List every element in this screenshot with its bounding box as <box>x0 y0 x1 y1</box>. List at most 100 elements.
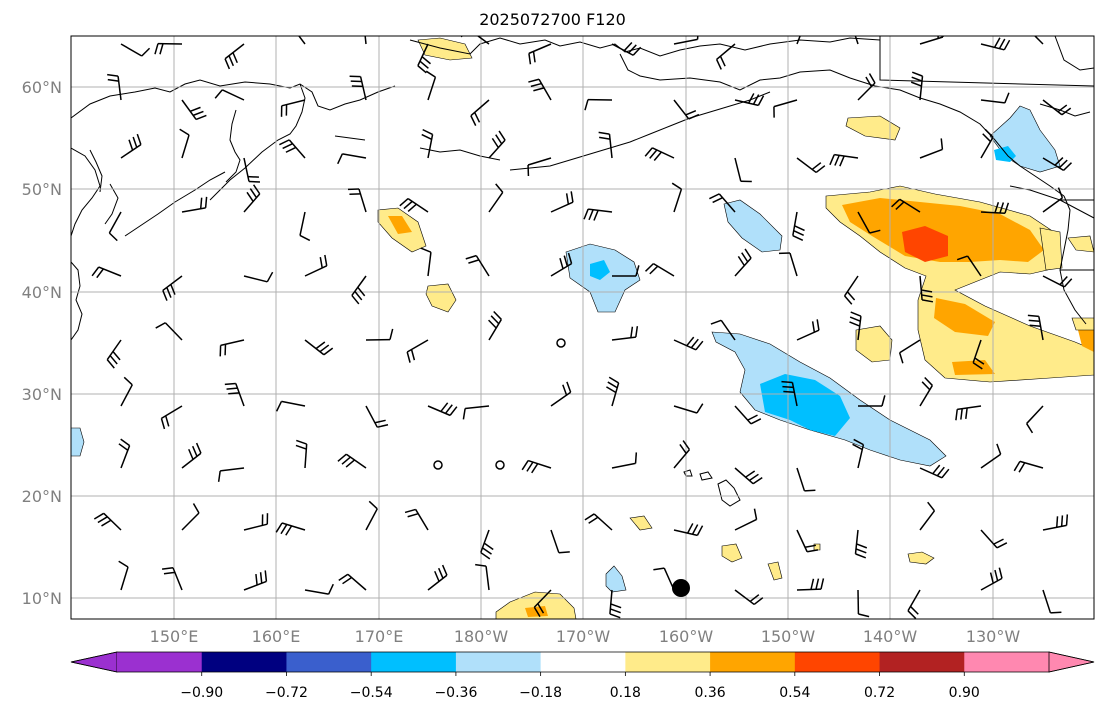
wind-barb <box>919 501 936 531</box>
wind-barb <box>1013 460 1044 473</box>
wind-barb <box>162 275 183 301</box>
wind-barb <box>214 89 245 101</box>
wind-barb <box>275 522 306 536</box>
wind-barb <box>365 405 389 428</box>
wind-barb <box>550 191 574 213</box>
wind-barb <box>304 583 334 595</box>
colorbar-segment <box>879 652 965 672</box>
lon-tick-label: 130°W <box>966 627 1021 646</box>
wind-barb <box>781 380 798 407</box>
wind-barb <box>528 78 552 101</box>
location-marker <box>672 579 690 597</box>
positive-anomaly-region <box>425 283 457 313</box>
coastlines <box>71 36 1094 507</box>
wind-barb <box>243 157 261 183</box>
wind-barb <box>91 266 122 279</box>
wind-barb <box>224 43 245 70</box>
positive-anomaly-region <box>388 216 412 234</box>
wind-barb <box>295 439 308 469</box>
wind-barb <box>907 589 921 619</box>
wind-barb <box>155 322 183 341</box>
wind-barb <box>734 93 765 107</box>
graticule <box>71 36 1094 619</box>
wind-barb <box>365 328 394 341</box>
wind-barb <box>891 198 921 213</box>
wind-barb <box>417 43 431 74</box>
lat-tick-label: 40°N <box>22 283 62 302</box>
wind-barb <box>304 254 328 277</box>
wind-barb <box>107 73 122 101</box>
wind-barb <box>1042 275 1073 288</box>
wind-barb <box>160 405 183 430</box>
positive-anomaly-region <box>1039 227 1063 271</box>
wind-barb <box>644 262 675 277</box>
wind-barb <box>243 184 261 213</box>
wind-barb <box>550 529 570 554</box>
colorbar <box>70 651 1095 673</box>
wind-barb <box>243 513 269 531</box>
wind-barb <box>488 310 503 341</box>
lon-tick-label: 150°E <box>150 627 199 646</box>
colorbar-outline <box>70 651 1095 673</box>
wind-barb <box>734 589 764 606</box>
wind-barb <box>154 42 183 55</box>
wind-barb <box>829 153 859 167</box>
colorbar-tick-label: −0.36 <box>434 685 477 701</box>
wind-barb <box>243 570 268 591</box>
wind-barb <box>120 376 133 407</box>
wind-barb <box>980 567 1003 591</box>
positive-anomaly-region <box>1067 235 1094 253</box>
wind-barb <box>584 98 613 111</box>
positive-anomaly-region <box>721 543 743 563</box>
wind-barb <box>673 403 704 414</box>
wind-barb <box>612 265 640 277</box>
calm-wind-circle <box>495 460 505 470</box>
wind-barb <box>919 138 944 159</box>
lon-tick-label: 180°W <box>454 627 509 646</box>
wind-barb <box>280 99 306 117</box>
wind-barb <box>710 319 736 341</box>
wind-barb <box>773 99 798 118</box>
wind-barb <box>304 339 334 356</box>
positive-anomaly-region <box>907 551 935 565</box>
wind-barb <box>598 131 613 159</box>
wind-barb <box>606 376 620 407</box>
wind-barb <box>673 523 704 537</box>
negative-anomaly-region <box>590 260 610 280</box>
colorbar-tick-label: −0.18 <box>519 685 562 701</box>
wind-barb <box>480 529 494 560</box>
wind-barb <box>351 275 367 305</box>
lon-tick-label: 150°W <box>761 627 816 646</box>
lon-tick-label: 160°W <box>659 627 714 646</box>
wind-barb <box>243 271 274 283</box>
lon-tick-label: 170°E <box>355 627 404 646</box>
wind-barb <box>337 153 367 165</box>
wind-barb <box>980 37 1011 51</box>
wind-barb <box>108 211 122 242</box>
lon-tick-label: 140°W <box>863 627 918 646</box>
wind-barb <box>347 188 367 213</box>
wind-barb <box>420 247 432 277</box>
wind-barb <box>275 400 306 412</box>
lat-tick-label: 20°N <box>22 487 62 506</box>
wind-barb <box>488 130 506 159</box>
wind-barb <box>118 560 129 591</box>
wind-barb <box>857 589 870 618</box>
wind-barb <box>849 311 862 341</box>
colorbar-labels: −0.90 −0.72 −0.54 −0.36 −0.18 0.18 0.36 0.54 0.7… <box>180 672 980 701</box>
wind-barb <box>778 252 798 277</box>
positive-anomaly-region <box>629 515 653 531</box>
wind-barb <box>298 36 306 45</box>
colorbar-extend-max <box>1048 651 1095 673</box>
wind-barb <box>1042 514 1069 531</box>
wind-barb <box>1042 99 1072 116</box>
colorbar-segment <box>710 652 796 672</box>
wind-barb <box>1042 157 1073 172</box>
positive-anomaly-region <box>934 298 995 336</box>
negative-anomaly-region <box>71 427 85 457</box>
wind-barb <box>475 563 490 591</box>
colorbar-segment <box>964 652 1050 672</box>
wind-barb <box>427 402 458 417</box>
wind-barb <box>919 464 950 479</box>
calm-markers <box>433 338 566 470</box>
